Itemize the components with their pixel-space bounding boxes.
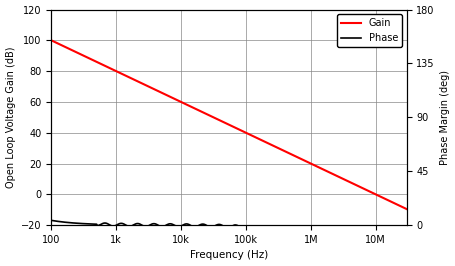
Phase [212,224,217,227]
Line: Gain: Gain [51,40,406,209]
Gain [403,207,409,211]
Phase [328,259,333,262]
Gain [221,121,226,124]
Line: Phase: Phase [51,220,406,266]
Gain [393,202,398,206]
Legend: Gain, Phase: Gain, Phase [337,14,401,47]
Gain [328,172,333,175]
Phase [221,225,226,228]
Phase [49,219,54,222]
Gain [66,47,72,51]
Phase [66,221,72,224]
Gain [212,116,217,119]
X-axis label: Frequency (Hz): Frequency (Hz) [189,251,268,260]
Y-axis label: Phase Margin (deg): Phase Margin (deg) [440,70,450,165]
Gain [393,203,398,206]
Y-axis label: Open Loop Voltage Gain (dB): Open Loop Voltage Gain (dB) [5,47,15,188]
Gain [49,39,54,42]
